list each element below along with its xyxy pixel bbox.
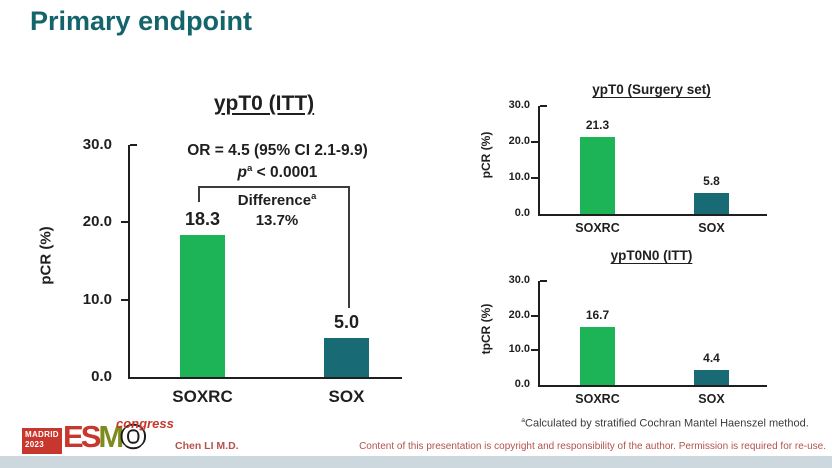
axis-tick [121, 298, 129, 301]
odds-ratio-annotation: OR = 4.5 (95% CI 2.1-9.9) [187, 142, 368, 159]
ypt0n0-chart-y-axis-label: tpCR (%) [479, 303, 493, 355]
bar-soxrc: 16.7 SOXRC [575, 308, 619, 406]
surgery-chart-title: ypT0 (Surgery set) [592, 82, 711, 97]
comparison-bracket-left [198, 186, 200, 202]
y-tick-label: 30.0 [82, 136, 112, 153]
y-tick-label: 20.0 [508, 308, 530, 321]
y-tick-label: 10.0 [82, 290, 112, 308]
ypt0n0-chart-plot-area: 30.0 20.0 10.0 0.0 16.7 SOXRC 4.4 SOX [509, 274, 767, 406]
axis-tick [130, 144, 137, 146]
axis-tick [540, 105, 547, 107]
ypt0n0-chart-title: ypT0N0 (ITT) [610, 248, 693, 263]
bar-value-label: 21.3 [585, 118, 610, 133]
y-tick-label: 0.0 [91, 368, 112, 385]
surgery-chart-y-axis-label: pCR (%) [479, 131, 493, 179]
surgery-chart-plot-area: 30.0 20.0 10.0 0.0 21.3 SOXRC 5.8 SOX [509, 99, 767, 235]
copyright-notice: Content of this presentation is copyrigh… [359, 441, 826, 452]
bar-value-label: 4.4 [703, 350, 720, 365]
y-tick-label: 10.0 [508, 171, 530, 183]
y-tick-label: 10.0 [508, 343, 530, 356]
esmo-congress-logo: MADRID 2023 ESMO congress [22, 414, 182, 460]
y-tick-label: 0.0 [514, 378, 530, 390]
bar-sox: 5.0 SOX [324, 312, 369, 406]
bar-sox: 5.8 SOX [694, 174, 729, 235]
congress-label: congress [116, 416, 174, 431]
x-category-label: SOXRC [575, 221, 620, 235]
esmo-wordmark: ESMO [63, 419, 145, 454]
logo-city: MADRID [25, 430, 59, 439]
page-title: Primary endpoint [30, 6, 253, 36]
main-chart-title: ypT0 (ITT) [213, 92, 315, 115]
axis-tick [531, 314, 539, 317]
bar-sox: 4.4 SOX [694, 351, 729, 406]
logo-year: 2023 [25, 440, 44, 449]
bar-value-label: 5.0 [333, 312, 360, 333]
madrid-2023-badge: MADRID 2023 [22, 428, 62, 454]
main-chart-y-axis-label: pCR (%) [37, 226, 55, 285]
y-tick-label: 20.0 [508, 134, 530, 147]
difference-label: Differencea [237, 191, 317, 209]
bar-value-label: 18.3 [184, 209, 221, 230]
comparison-bracket-right [348, 186, 350, 308]
axis-tick [531, 140, 539, 143]
x-category-label: SOXRC [575, 392, 620, 406]
x-category-label: SOX [328, 387, 365, 406]
statistical-footnote: aCalculated by stratified Cochran Mantel… [521, 417, 809, 430]
bar-value-label: 5.8 [703, 174, 720, 189]
bar-soxrc: 18.3 SOXRC [172, 209, 232, 406]
comparison-bracket-horizontal [198, 186, 350, 188]
axis-tick [531, 177, 539, 179]
y-tick-label: 30.0 [508, 99, 530, 111]
footer-strip [0, 456, 832, 468]
difference-value: 13.7% [255, 212, 299, 229]
author-name: Chen LI M.D. [175, 440, 239, 452]
x-category-label: SOXRC [172, 387, 233, 406]
main-chart-plot-area: 30.0 20.0 10.0 0.0 18.3 SOXRC 5.0 SOX [83, 136, 402, 406]
axis-tick [531, 349, 539, 352]
x-category-label: SOX [698, 221, 725, 235]
p-value-annotation: pa < 0.0001 [237, 163, 318, 182]
axis-tick [121, 221, 129, 224]
y-tick-label: 20.0 [82, 213, 112, 231]
bar-value-label: 16.7 [585, 308, 610, 323]
x-category-label: SOX [698, 392, 725, 406]
y-tick-label: 30.0 [508, 274, 530, 286]
bar-soxrc: 21.3 SOXRC [575, 118, 619, 235]
y-tick-label: 0.0 [514, 207, 530, 219]
axis-tick [540, 280, 547, 282]
